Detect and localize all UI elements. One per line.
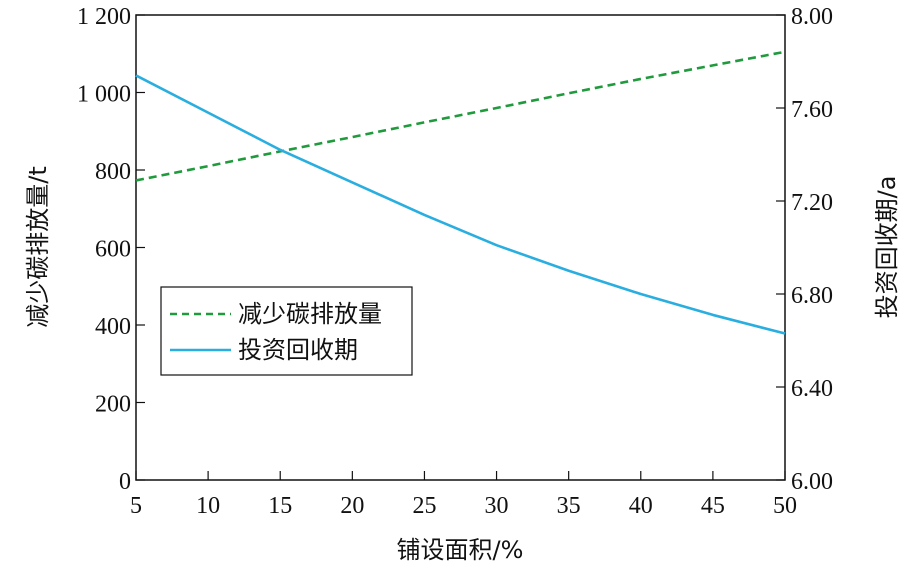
x-tick-label: 35 <box>557 493 581 519</box>
legend-label-payback: 投资回收期 <box>238 336 358 364</box>
legend: 减少碳排放量 投资回收期 <box>160 286 413 376</box>
y-left-tick-label: 600 <box>95 237 131 263</box>
y-left-tick-label: 400 <box>95 314 131 340</box>
y-left-tick-label: 200 <box>95 392 131 418</box>
y-right-tick-label: 6.80 <box>791 283 833 309</box>
y-left-tick-label: 800 <box>95 159 131 185</box>
y-left-tick-label: 1 200 <box>77 4 131 30</box>
x-axis-label: 铺设面积/% <box>397 536 524 564</box>
y-right-tick-label: 8.00 <box>791 4 833 30</box>
series-line-payback-period <box>135 74 786 335</box>
legend-box <box>160 286 413 376</box>
y-right-tick-label: 7.60 <box>791 97 833 123</box>
ticks-layer: 5 10 15 20 25 30 35 40 45 50 0 200 400 600 800 1 000 1 2… <box>77 4 833 519</box>
x-tick-label: 10 <box>196 493 220 519</box>
y-axis-left-label: 减少碳排放量/t <box>24 166 52 328</box>
x-tick-label: 40 <box>629 493 653 519</box>
y-left-tick-label: 1 000 <box>77 82 131 108</box>
x-tick-label: 5 <box>130 493 142 519</box>
x-tick-label: 15 <box>268 493 292 519</box>
x-tick-label: 45 <box>701 493 725 519</box>
series-line-carbon-reduction <box>135 50 786 182</box>
y-right-tick-label: 6.00 <box>791 469 833 495</box>
x-tick-label: 50 <box>773 493 797 519</box>
y-axis-right-label: 投资回收期/a <box>873 176 901 319</box>
y-right-tick-label: 7.20 <box>791 190 833 216</box>
plot-area-frame <box>135 14 786 481</box>
x-tick-label: 20 <box>340 493 364 519</box>
series-layer <box>135 50 786 335</box>
y-left-tick-label: 0 <box>119 469 131 495</box>
y-right-tick-label: 6.40 <box>791 376 833 402</box>
x-tick-label: 30 <box>485 493 509 519</box>
x-tick-label: 25 <box>412 493 436 519</box>
legend-label-carbon: 减少碳排放量 <box>238 300 382 328</box>
